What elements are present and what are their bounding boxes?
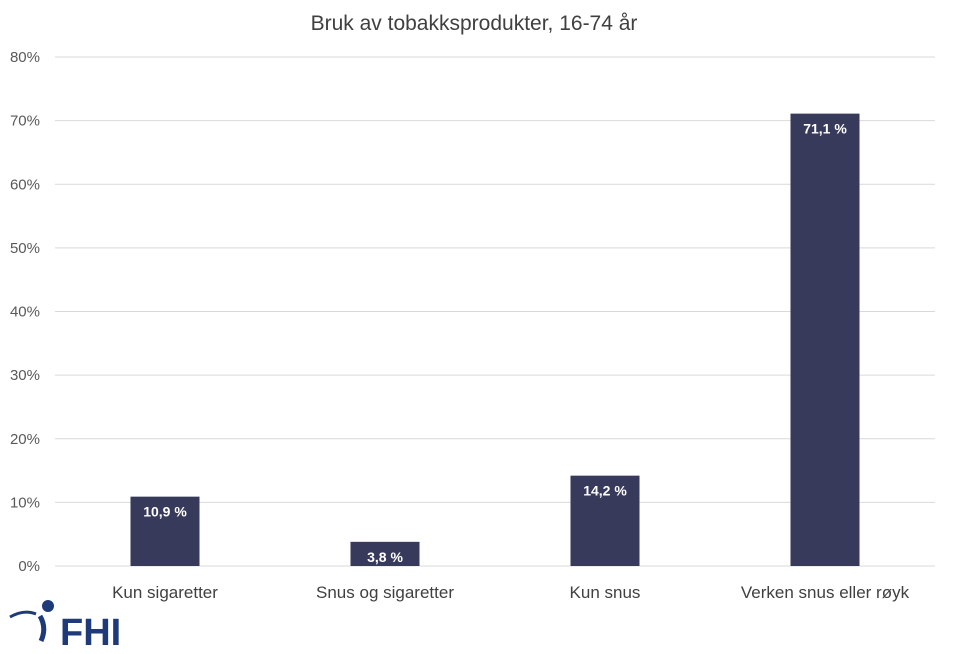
y-tick-label: 20% [10,431,40,448]
bar-data-label: 10,9 % [143,504,187,520]
y-axis-ticks: 0% 10% 20% 30% 40% 50% 60% 70% 80% [10,49,40,575]
y-tick-label: 0% [18,558,40,575]
fhi-logo: FHI [9,600,121,654]
y-tick-label: 70% [10,113,40,130]
category-label: Kun snus [570,583,641,602]
category-label: Kun sigaretter [112,583,218,602]
y-tick-label: 50% [10,240,40,257]
bar [570,475,640,566]
logo-swoosh-icon [9,610,37,619]
bar-data-label: 71,1 % [803,121,847,137]
bar [130,496,200,566]
bar [790,113,860,566]
bar-data-label: 3,8 % [367,549,403,565]
category-label: Snus og sigaretter [316,583,454,602]
y-tick-label: 60% [10,176,40,193]
bars [130,113,860,566]
logo-dot-icon [42,600,54,612]
logo-text: FHI [60,612,121,654]
y-tick-label: 10% [10,494,40,511]
category-label: Verken snus eller røyk [741,583,910,602]
y-tick-label: 80% [10,49,40,66]
x-axis-categories: Kun sigaretter Snus og sigaretter Kun snus… [112,583,910,602]
data-labels: 10,9 % 3,8 % 14,2 % 71,1 % [143,121,847,565]
logo-figure-icon [37,614,47,643]
y-tick-label: 40% [10,304,40,321]
bar [350,541,420,566]
gridlines [55,56,935,567]
bar-data-label: 14,2 % [583,483,627,499]
y-tick-label: 30% [10,367,40,384]
chart-title: Bruk av tobakksprodukter, 16-74 år [311,12,638,35]
